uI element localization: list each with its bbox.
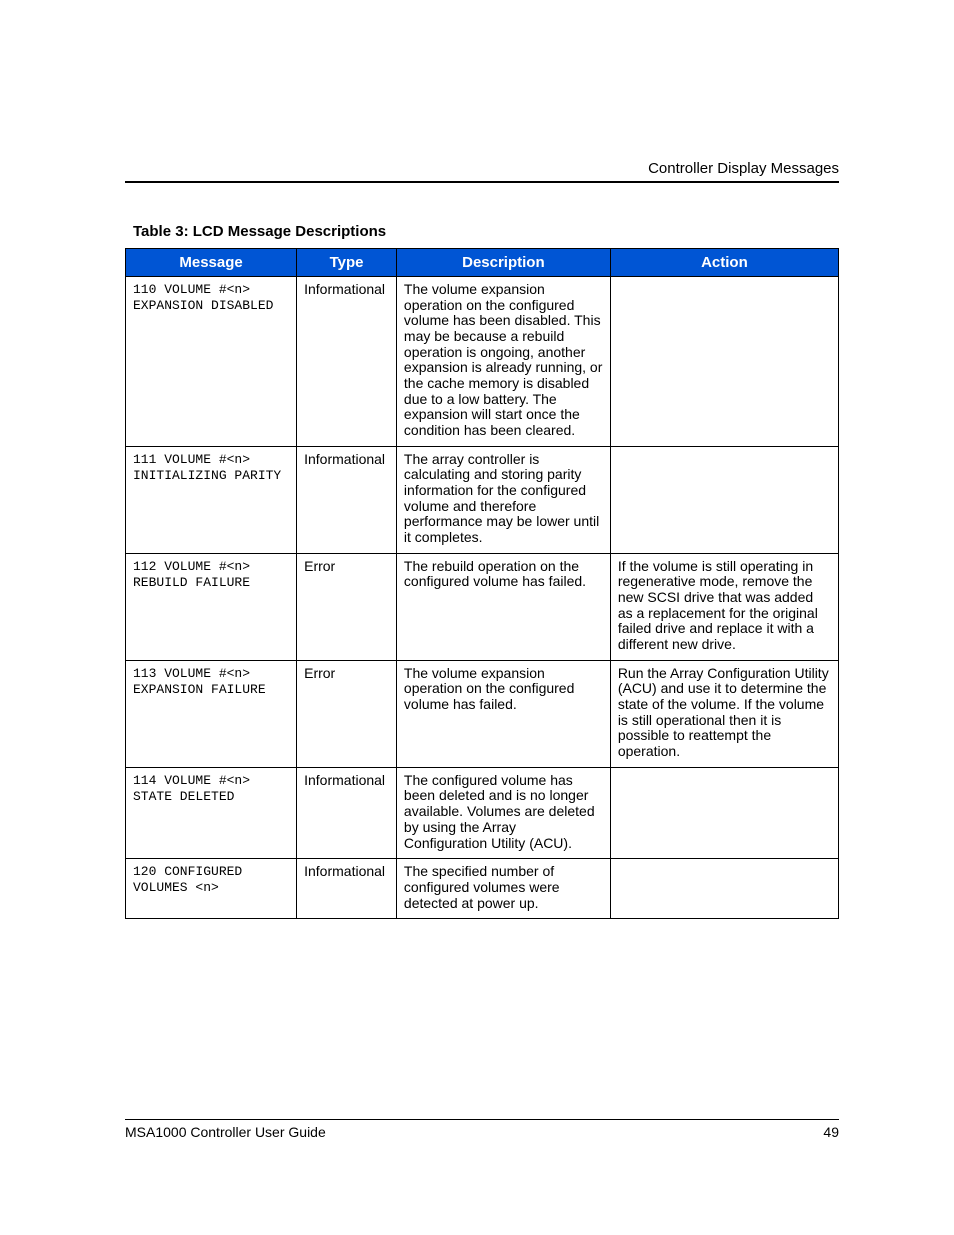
footer-doc-title: MSA1000 Controller User Guide (125, 1124, 326, 1140)
cell-description: The array controller is calculating and … (396, 446, 610, 553)
table-header-row: Message Type Description Action (126, 249, 839, 277)
running-head: Controller Display Messages (125, 160, 839, 177)
col-header-action: Action (610, 249, 838, 277)
cell-message: 114 VOLUME #<n> STATE DELETED (126, 767, 297, 858)
table-row: 112 VOLUME #<n> REBUILD FAILURE Error Th… (126, 553, 839, 660)
table-row: 120 CONFIGURED VOLUMES <n> Informational… (126, 859, 839, 919)
cell-message: 112 VOLUME #<n> REBUILD FAILURE (126, 553, 297, 660)
cell-description: The configured volume has been deleted a… (396, 767, 610, 858)
page-footer: MSA1000 Controller User Guide 49 (125, 1119, 839, 1140)
table-row: 110 VOLUME #<n> EXPANSION DISABLED Infor… (126, 277, 839, 447)
footer-rule (125, 1119, 839, 1120)
footer-page-number: 49 (823, 1124, 839, 1140)
table-row: 114 VOLUME #<n> STATE DELETED Informatio… (126, 767, 839, 858)
lcd-message-table: Message Type Description Action 110 VOLU… (125, 248, 839, 919)
col-header-message: Message (126, 249, 297, 277)
cell-description: The rebuild operation on the configured … (396, 553, 610, 660)
table-row: 111 VOLUME #<n> INITIALIZING PARITY Info… (126, 446, 839, 553)
cell-action (610, 859, 838, 919)
cell-type: Informational (297, 767, 397, 858)
cell-type: Informational (297, 277, 397, 447)
cell-type: Error (297, 553, 397, 660)
header-rule (125, 181, 839, 183)
cell-type: Informational (297, 446, 397, 553)
cell-type: Error (297, 660, 397, 767)
table-caption: Table 3: LCD Message Descriptions (133, 223, 839, 240)
cell-action: If the volume is still operating in rege… (610, 553, 838, 660)
cell-action (610, 767, 838, 858)
col-header-type: Type (297, 249, 397, 277)
cell-message: 111 VOLUME #<n> INITIALIZING PARITY (126, 446, 297, 553)
cell-description: The specified number of configured volum… (396, 859, 610, 919)
col-header-description: Description (396, 249, 610, 277)
cell-type: Informational (297, 859, 397, 919)
cell-action (610, 277, 838, 447)
cell-action: Run the Array Configuration Utility (ACU… (610, 660, 838, 767)
cell-message: 120 CONFIGURED VOLUMES <n> (126, 859, 297, 919)
cell-description: The volume expansion operation on the co… (396, 277, 610, 447)
cell-action (610, 446, 838, 553)
cell-message: 110 VOLUME #<n> EXPANSION DISABLED (126, 277, 297, 447)
cell-description: The volume expansion operation on the co… (396, 660, 610, 767)
cell-message: 113 VOLUME #<n> EXPANSION FAILURE (126, 660, 297, 767)
document-page: Controller Display Messages Table 3: LCD… (0, 0, 954, 1235)
table-row: 113 VOLUME #<n> EXPANSION FAILURE Error … (126, 660, 839, 767)
